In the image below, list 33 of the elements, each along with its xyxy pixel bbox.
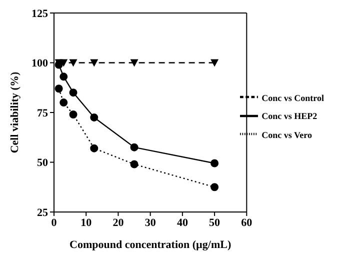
y-tick-label: 75 [37,107,48,120]
point [130,59,138,67]
legend-label: Conc vs Vero [262,130,312,140]
point [210,59,219,67]
point [210,159,219,168]
x-tick-label: 40 [176,216,188,229]
legend-label: Conc vs Control [262,93,324,103]
point [54,84,63,93]
point [69,110,78,118]
x-tick-label: 30 [144,216,156,229]
point [130,143,138,152]
legend-label: Conc vs HEP2 [262,111,318,122]
point [130,160,138,168]
x-tick-label: 60 [241,216,253,229]
point [69,88,78,97]
y-tick-label: 50 [37,157,48,170]
point [210,183,219,192]
y-axis-title: Cell viability (%) [8,72,21,154]
y-tick-label: 125 [32,8,48,20]
point [60,59,68,67]
x-tick-label: 20 [112,216,124,229]
point [90,59,98,67]
point [60,72,68,81]
y-tick-label: 25 [37,206,48,219]
point [69,59,78,67]
y-tick-label: 100 [32,58,48,70]
point [90,144,98,152]
x-tick-label: 50 [209,216,221,229]
x-axis-title: Compound concentration (µg/mL) [70,239,232,251]
point [60,98,68,107]
x-tick-label: 10 [80,216,92,229]
point [90,113,98,122]
x-tick-label: 0 [51,216,58,229]
